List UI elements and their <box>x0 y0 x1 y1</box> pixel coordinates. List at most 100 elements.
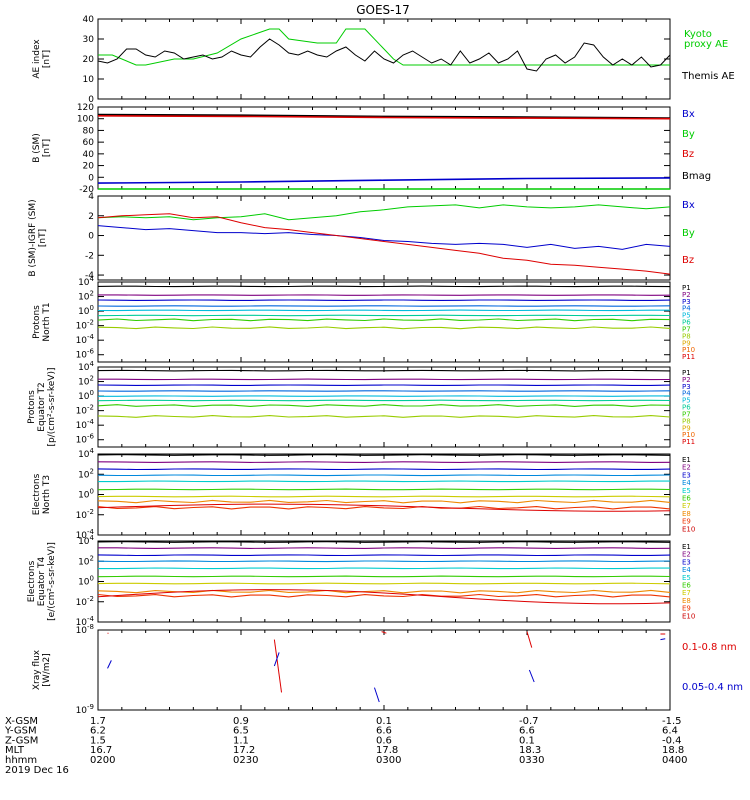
legend-E9: E9 <box>682 605 691 613</box>
axis-row-label: MLT <box>5 745 25 756</box>
axis-row-value: 6.6 <box>376 726 392 737</box>
y-tick-label-exp: 0 <box>90 575 94 583</box>
axis-row-value: 16.7 <box>90 745 112 756</box>
channel-line <box>98 480 670 483</box>
y-axis-label-line: Electrons <box>32 473 42 515</box>
y-tick-label: 4 <box>88 192 94 202</box>
legend-P3: P3 <box>682 298 691 306</box>
channel-line <box>97 495 671 498</box>
channel-line <box>97 474 671 477</box>
y-tick-label-base: 10 <box>78 378 90 388</box>
legend-bz: Bz <box>682 255 694 266</box>
axis-row-value: 1.7 <box>90 716 106 727</box>
y-tick-label: 102 <box>78 467 94 480</box>
panel-b_minus_igrf: B (SM)-IGRF (SM)[nT] -4 -2 0 2 4 Bx By Bz <box>28 192 695 281</box>
series-line <box>97 113 671 119</box>
legend-P8: P8 <box>682 332 691 340</box>
y-tick-label: 20 <box>83 55 95 65</box>
y-axis-label: ProtonsEquator T2[p/(cm²-s-sr-keV)] <box>27 368 57 447</box>
y-tick-label-base: 10 <box>78 363 90 373</box>
y-tick-label: 0 <box>88 173 94 183</box>
xray-segment <box>107 660 112 669</box>
y-tick-label: 40 <box>83 15 95 25</box>
channel-line <box>97 468 671 471</box>
channel-line <box>97 399 671 402</box>
channel-line <box>97 541 671 543</box>
y-tick-label: 100 <box>78 488 94 501</box>
y-tick-label-base: 10 <box>78 307 90 317</box>
y-tick-label-exp: 0 <box>90 488 94 496</box>
panel-electrons_t4: ElectronsEquator T4[e/(cm²-s-sr-keV)] 104… <box>27 534 695 628</box>
y-tick-label-base: 10 <box>78 293 90 303</box>
axis-row-value: 17.2 <box>233 745 255 756</box>
panel-electrons_t3: ElectronsNorth T310410210010-210-4E1E2E3… <box>32 447 695 541</box>
channel-line <box>97 575 671 578</box>
axis-row-value: 0.1 <box>376 716 392 727</box>
y-tick-label-exp: 0 <box>90 389 94 397</box>
legend-bz: Bz <box>682 149 694 160</box>
y-tick-label-exp: -4 <box>87 418 95 426</box>
channel-line <box>97 326 671 330</box>
channel-line <box>97 560 671 563</box>
y-axis-label-line: North T3 <box>42 475 52 514</box>
legend-E3: E3 <box>682 471 691 479</box>
y-axis-label: ElectronsEquator T4[e/(cm²-s-sr-keV)] <box>27 542 57 621</box>
axis-row-value: 0230 <box>233 755 258 766</box>
y-tick-label: 104 <box>78 534 94 547</box>
axis-row-value: 0200 <box>90 755 115 766</box>
y-tick-label-exp: 0 <box>90 304 94 312</box>
y-tick-label-base: 10 <box>78 470 90 480</box>
channel-line <box>97 314 671 317</box>
series-line <box>97 204 671 221</box>
y-tick-label: 10-2 <box>76 595 94 608</box>
legend-E9: E9 <box>682 518 691 526</box>
channel-line-e8 <box>97 589 671 605</box>
plot-date: 2019 Dec 16 <box>5 765 69 776</box>
legend-E2: E2 <box>682 464 691 472</box>
y-tick-label: 104 <box>78 360 94 373</box>
legend-by: By <box>682 129 695 140</box>
channel-line <box>97 505 671 510</box>
y-tick-label-exp: -4 <box>87 333 95 341</box>
y-tick-label: 10-6 <box>76 348 95 361</box>
y-tick-label-exp: -2 <box>87 404 94 412</box>
series-line <box>97 38 671 72</box>
y-axis-label-line: Equator T4 <box>37 557 47 607</box>
y-tick-label: 10 <box>83 75 95 85</box>
axis-row-value: 1.1 <box>233 735 249 746</box>
y-tick-label: 10-4 <box>76 615 95 628</box>
y-tick-label-exp: -4 <box>87 615 95 623</box>
axis-row-label: X-GSM <box>5 716 38 727</box>
legend-P5: P5 <box>682 397 691 405</box>
xray-segment <box>373 687 380 703</box>
legend-E6: E6 <box>682 582 691 590</box>
y-tick-label-exp: 4 <box>90 275 95 283</box>
panel-frame <box>97 629 671 711</box>
y-tick-label-base: 10 <box>76 618 88 628</box>
legend-kyoto: Kyoto <box>684 29 712 40</box>
series-line <box>98 28 670 66</box>
axis-row-value: 0300 <box>376 755 401 766</box>
y-tick-label: 20 <box>83 162 95 172</box>
xray-segment <box>273 652 280 667</box>
panel-frame <box>97 195 671 281</box>
axis-row-value: 6.5 <box>233 726 249 737</box>
legend-E6: E6 <box>682 495 691 503</box>
legend-P4: P4 <box>682 390 691 398</box>
y-tick-label-exp: -6 <box>87 348 95 356</box>
xray-segment <box>660 638 666 641</box>
axis-row-label: Z-GSM <box>5 735 38 746</box>
y-tick-label-base: 10 <box>76 407 88 417</box>
y-tick-label-base: 10 <box>76 531 88 541</box>
channel-line <box>98 378 671 381</box>
channel-line <box>97 488 671 491</box>
legend-P7: P7 <box>682 410 691 418</box>
axis-row-value: 0.1 <box>519 735 535 746</box>
y-tick-label: 10-6 <box>76 433 95 446</box>
legend-E1: E1 <box>682 456 691 464</box>
y-tick-label: -20 <box>79 185 94 195</box>
axis-row-value: 6.6 <box>519 726 535 737</box>
y-tick-label-base: 10 <box>78 278 90 288</box>
y-tick-label-exp: -2 <box>87 595 94 603</box>
y-axis-label-line: [p/(cm²-s-sr-keV)] <box>47 368 57 447</box>
